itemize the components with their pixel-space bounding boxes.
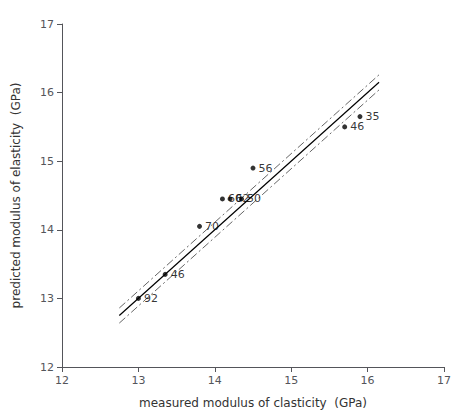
svg-text:measured modulus of clasticity: measured modulus of clasticity (GPa) bbox=[139, 396, 367, 410]
svg-text:predicted modulus of elasticit: predicted modulus of elasticity (GPa) bbox=[9, 83, 23, 309]
svg-text:16: 16 bbox=[361, 374, 375, 387]
svg-text:13: 13 bbox=[40, 292, 54, 305]
svg-text:15: 15 bbox=[284, 374, 298, 387]
svg-text:15: 15 bbox=[40, 155, 54, 168]
svg-text:12: 12 bbox=[40, 361, 54, 374]
svg-text:46: 46 bbox=[171, 268, 185, 281]
svg-text:17: 17 bbox=[40, 18, 54, 31]
svg-text:50: 50 bbox=[247, 192, 261, 205]
svg-text:35: 35 bbox=[365, 110, 379, 123]
svg-text:17: 17 bbox=[437, 374, 451, 387]
svg-text:14: 14 bbox=[40, 223, 54, 236]
svg-text:14: 14 bbox=[208, 374, 222, 387]
svg-text:70: 70 bbox=[205, 220, 219, 233]
svg-text:62: 62 bbox=[235, 192, 250, 206]
svg-text:56: 56 bbox=[259, 162, 273, 175]
svg-text:16: 16 bbox=[40, 86, 54, 99]
svg-text:46: 46 bbox=[350, 120, 364, 133]
svg-text:92: 92 bbox=[144, 292, 158, 305]
svg-text:13: 13 bbox=[131, 374, 145, 387]
svg-text:12: 12 bbox=[55, 374, 69, 387]
